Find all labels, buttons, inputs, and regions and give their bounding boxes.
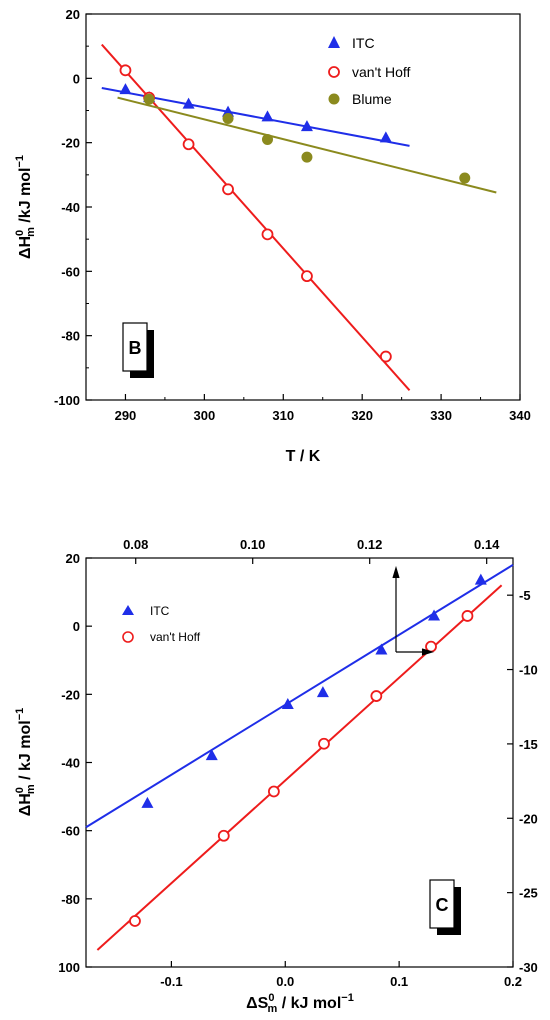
- itc-point: [300, 120, 313, 132]
- van-t-hoff-point: [217, 829, 230, 842]
- y-tick-label: -60: [61, 264, 80, 279]
- top-x-tick-label: 0.08: [123, 537, 148, 552]
- legend-vanthoff-marker-icon: [122, 631, 134, 643]
- right-y-tick-label: -5: [519, 588, 531, 603]
- panel-c-marks: [85, 563, 514, 951]
- panel-b-ticks: 290 300 310 320 330 340 -100 -80 -60 -40 -20 0 20: [54, 7, 531, 423]
- legend-blume-marker-icon: [328, 93, 340, 105]
- panel-c-axis-arrows: [392, 565, 435, 656]
- blume-point: [261, 133, 273, 145]
- x-tick-label: 0.2: [504, 974, 522, 989]
- x-tick-label: 0.0: [276, 974, 294, 989]
- panel-c-ticks: -0.1 0.0 0.1 0.2 100 -80 -60 -40 -20 0 20 0.08 0.10 0…: [58, 537, 538, 989]
- van-t-hoff-point: [461, 610, 474, 622]
- blume-point: [301, 151, 313, 163]
- panel-c-legend: ITC van't Hoff: [122, 604, 201, 644]
- itc-point: [316, 686, 329, 698]
- panel-b-legend: ITC van't Hoff Blume: [328, 35, 411, 107]
- itc-point: [222, 105, 235, 117]
- right-y-tick-label: -20: [519, 811, 538, 826]
- itc-point: [281, 698, 294, 710]
- x-tick-label: -0.1: [160, 974, 182, 989]
- panel-b-marks: [101, 43, 497, 392]
- y-tick-label: -40: [61, 200, 80, 215]
- y-tick-label: -20: [61, 136, 80, 151]
- legend-itc-marker-icon: [122, 605, 134, 615]
- itc-point: [141, 796, 154, 808]
- y-tick-label: 0: [73, 619, 80, 634]
- x-tick-label: 0.1: [390, 974, 408, 989]
- legend-vanthoff-marker-icon: [328, 66, 340, 78]
- svg-text:ΔH0m / kJ mol−1: ΔH0m / kJ mol−1: [14, 708, 37, 817]
- right-y-tick-label: -25: [519, 886, 538, 901]
- van-t-hoff-point: [182, 138, 195, 151]
- panel-c: -0.1 0.0 0.1 0.2 100 -80 -60 -40 -20 0 20 0.08 0.10 0…: [14, 537, 538, 1015]
- van-t-hoff-point: [222, 183, 234, 196]
- panel-b: 290 300 310 320 330 340 -100 -80 -60 -40 -20 0 20 T …: [14, 7, 531, 465]
- itc-point: [261, 110, 274, 122]
- y-tick-label: 100: [58, 960, 80, 975]
- legend-vanthoff-label: van't Hoff: [150, 630, 201, 644]
- y-tick-label: -100: [54, 393, 80, 408]
- y-tick-label: 20: [66, 7, 80, 22]
- y-tick-label: -40: [61, 756, 80, 771]
- van-t-hoff-point: [370, 690, 383, 702]
- y-tick-label: 20: [66, 551, 80, 566]
- x-tick-label: 290: [115, 408, 137, 423]
- top-x-tick-label: 0.14: [474, 537, 500, 552]
- van-t-hoff-point: [119, 64, 132, 77]
- y-tick-label: -80: [61, 892, 80, 907]
- y-tick-label: 0: [73, 71, 80, 86]
- svg-text:ΔH0m /kJ mol−1: ΔH0m /kJ mol−1: [14, 155, 37, 259]
- panel-b-y-axis-label: ΔH0m /kJ mol−1: [14, 155, 37, 259]
- van-t-hoff-point: [379, 350, 392, 363]
- y-tick-label: -20: [61, 687, 80, 702]
- y-tick-label: -80: [61, 329, 80, 344]
- panel-c-x-axis-label: ΔS0 m / kJ mol−1: [246, 992, 354, 1015]
- van-t-hoff-point: [129, 915, 141, 927]
- legend-itc-label: ITC: [150, 604, 170, 618]
- svg-text:C: C: [436, 895, 449, 915]
- van-t-hoff-point: [261, 228, 274, 241]
- legend-itc-marker-icon: [328, 36, 340, 48]
- top-x-tick-label: 0.10: [240, 537, 265, 552]
- van-t-hoff-point: [318, 737, 330, 750]
- panel-b-tag: B: [122, 322, 154, 378]
- top-x-tick-label: 0.12: [357, 537, 382, 552]
- right-y-tick-label: -10: [519, 663, 538, 678]
- x-tick-label: 320: [351, 408, 373, 423]
- svg-text:B: B: [129, 338, 142, 358]
- blume-point: [459, 172, 471, 184]
- panel-c-y-axis-label: ΔH0m / kJ mol−1: [14, 708, 37, 817]
- right-y-tick-label: -30: [519, 960, 538, 975]
- x-tick-label: 300: [194, 408, 216, 423]
- x-tick-label: 310: [272, 408, 294, 423]
- itc-point: [428, 609, 441, 621]
- panel-c-tag: C: [429, 879, 461, 935]
- panel-b-x-axis-label: T / K: [286, 448, 321, 465]
- blume-point: [143, 93, 155, 105]
- legend-blume-label: Blume: [352, 91, 392, 107]
- itc-point: [379, 131, 392, 143]
- van-t-hoff-point: [267, 785, 280, 798]
- x-tick-label: 340: [509, 408, 531, 423]
- itc-point: [375, 643, 388, 655]
- blume-fit-line: [117, 96, 497, 194]
- right-y-tick-label: -15: [519, 737, 538, 752]
- legend-vanthoff-label: van't Hoff: [352, 64, 411, 80]
- van-t-hoff-point: [301, 270, 313, 283]
- itc-point: [205, 749, 218, 761]
- itc-fit-line: [85, 563, 514, 829]
- y-tick-label: -60: [61, 824, 80, 839]
- itc-point: [119, 83, 132, 95]
- itc-point: [474, 573, 487, 585]
- itc-point: [182, 97, 195, 109]
- legend-itc-label: ITC: [352, 35, 375, 51]
- blume-point: [222, 113, 234, 125]
- x-tick-label: 330: [430, 408, 452, 423]
